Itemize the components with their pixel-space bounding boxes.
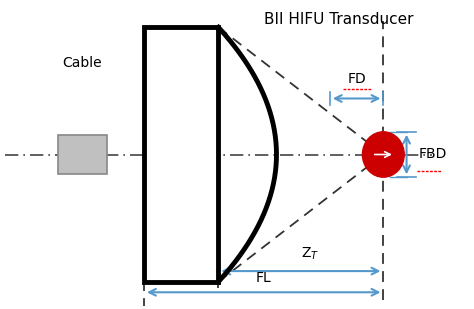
Text: FBD: FBD: [418, 147, 447, 162]
Bar: [58, 135, 107, 174]
Text: BII HIFU Transducer: BII HIFU Transducer: [264, 12, 414, 27]
Ellipse shape: [363, 132, 404, 177]
Text: Cable: Cable: [63, 56, 102, 70]
Text: Z$_T$: Z$_T$: [301, 246, 319, 262]
Bar: [144, 27, 219, 282]
Text: FD: FD: [347, 72, 366, 86]
Text: FL: FL: [256, 271, 272, 285]
